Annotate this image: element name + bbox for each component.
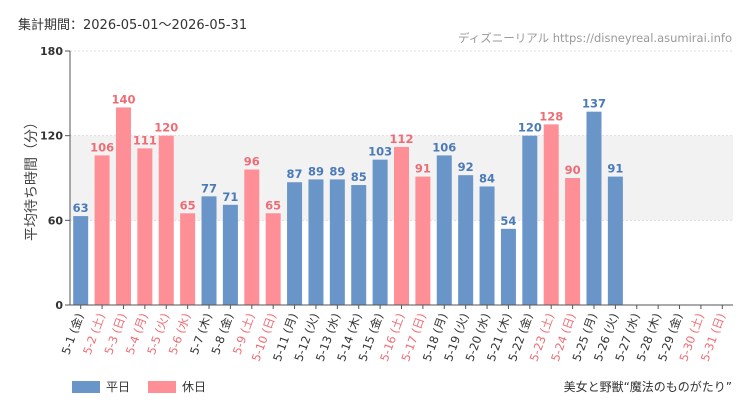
value-label-17: 91 (415, 162, 431, 176)
bar-1 (73, 216, 89, 305)
value-label-9: 96 (244, 155, 260, 169)
value-label-26: 91 (607, 162, 623, 176)
value-label-5: 120 (154, 121, 178, 135)
legend-item-holiday: 休日 (148, 378, 206, 395)
bar-22 (522, 135, 538, 305)
bar-9 (244, 169, 260, 305)
legend-item-weekday: 平日 (72, 378, 130, 395)
value-label-14: 85 (351, 170, 367, 184)
bar-4 (137, 148, 153, 305)
value-label-7: 77 (201, 181, 217, 195)
bar-11 (287, 182, 303, 305)
bar-12 (308, 179, 324, 305)
bar-10 (265, 213, 281, 305)
value-label-4: 111 (133, 133, 157, 147)
legend: 平日 休日 (72, 378, 206, 395)
bar-14 (351, 185, 367, 305)
bar-21 (500, 228, 516, 305)
legend-swatch-weekday (72, 380, 100, 393)
bar-3 (115, 107, 131, 305)
value-label-16: 112 (389, 132, 413, 146)
y-tick-label: 180 (40, 45, 63, 58)
value-label-22: 120 (518, 121, 542, 135)
bar-15 (372, 159, 388, 305)
bar-8 (222, 204, 238, 305)
value-label-6: 65 (180, 198, 196, 212)
value-label-18: 106 (432, 140, 456, 154)
bar-13 (329, 179, 345, 305)
value-label-10: 65 (265, 198, 281, 212)
bar-23 (543, 124, 559, 305)
bar-24 (565, 178, 581, 305)
value-label-1: 63 (73, 201, 89, 215)
bar-18 (436, 155, 452, 305)
y-tick-label: 120 (40, 130, 63, 143)
y-axis-title: 平均待ち時間（分） (24, 115, 40, 241)
value-label-25: 137 (582, 97, 606, 111)
y-tick-label: 60 (48, 214, 64, 227)
value-label-24: 90 (565, 163, 581, 177)
source-credit: ディズニーリアル https://disneyreal.asumirai.inf… (458, 31, 732, 45)
value-label-8: 71 (222, 190, 238, 204)
value-label-11: 87 (287, 167, 303, 181)
value-label-15: 103 (368, 145, 392, 159)
bar-19 (458, 175, 474, 305)
value-label-2: 106 (90, 140, 114, 154)
value-label-13: 89 (329, 164, 345, 178)
value-label-23: 128 (539, 109, 563, 123)
value-label-19: 92 (458, 160, 474, 174)
value-label-3: 140 (111, 92, 135, 106)
period-label: 集計期間：2026-05-01〜2026-05-31 (18, 18, 248, 33)
legend-label-weekday: 平日 (106, 380, 131, 394)
attraction-name: 美女と野獣“魔法のものがたり” (563, 380, 732, 394)
bar-5 (158, 135, 174, 305)
bar-20 (479, 186, 495, 305)
bar-17 (415, 176, 431, 305)
value-label-12: 89 (308, 164, 324, 178)
bar-6 (180, 213, 196, 305)
bar-16 (394, 146, 409, 305)
legend-swatch-holiday (148, 380, 177, 393)
y-tick-label: 0 (55, 299, 63, 312)
bar-7 (201, 196, 217, 305)
value-label-20: 84 (479, 171, 495, 185)
value-label-21: 54 (500, 214, 516, 228)
bar-2 (94, 155, 110, 305)
legend-label-holiday: 休日 (182, 380, 207, 394)
bar-25 (586, 111, 602, 305)
bar-26 (607, 176, 623, 305)
